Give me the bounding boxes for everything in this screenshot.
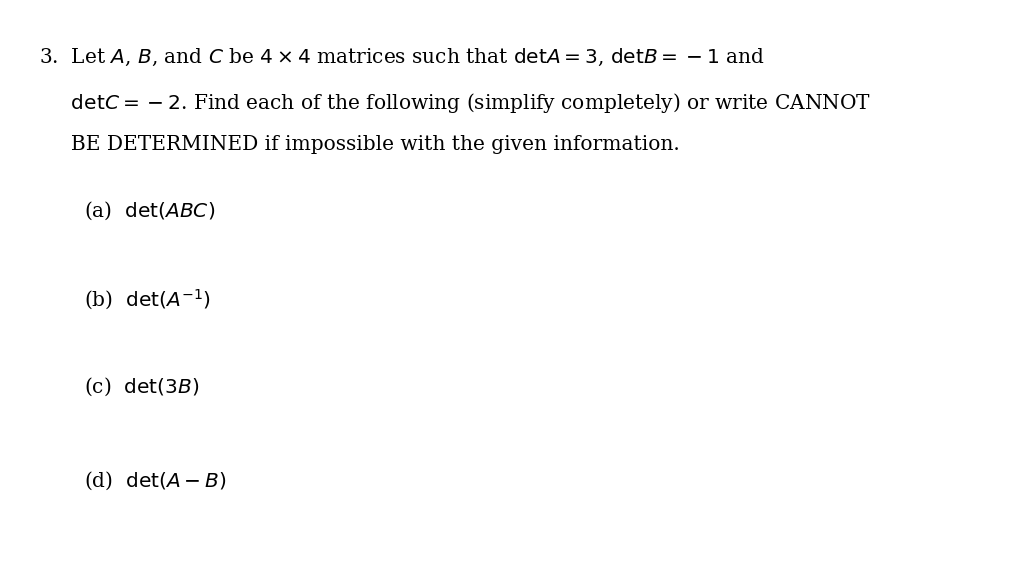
Text: BE DETERMINED if impossible with the given information.: BE DETERMINED if impossible with the giv… xyxy=(39,135,680,154)
Text: (c)  $\mathrm{det}(3B)$: (c) $\mathrm{det}(3B)$ xyxy=(84,376,200,398)
Text: (a)  $\mathrm{det}(ABC)$: (a) $\mathrm{det}(ABC)$ xyxy=(84,200,215,222)
Text: (d)  $\mathrm{det}(A - B)$: (d) $\mathrm{det}(A - B)$ xyxy=(84,470,226,492)
Text: (b)  $\mathrm{det}(A^{-1})$: (b) $\mathrm{det}(A^{-1})$ xyxy=(84,288,211,312)
Text: 3.  Let $A$, $B$, and $C$ be $4 \times 4$ matrices such that $\mathrm{det}A = 3$: 3. Let $A$, $B$, and $C$ be $4 \times 4$… xyxy=(39,47,765,68)
Text: $\mathrm{det}C = -2$. Find each of the following (simplify completely) or write : $\mathrm{det}C = -2$. Find each of the f… xyxy=(39,91,871,115)
